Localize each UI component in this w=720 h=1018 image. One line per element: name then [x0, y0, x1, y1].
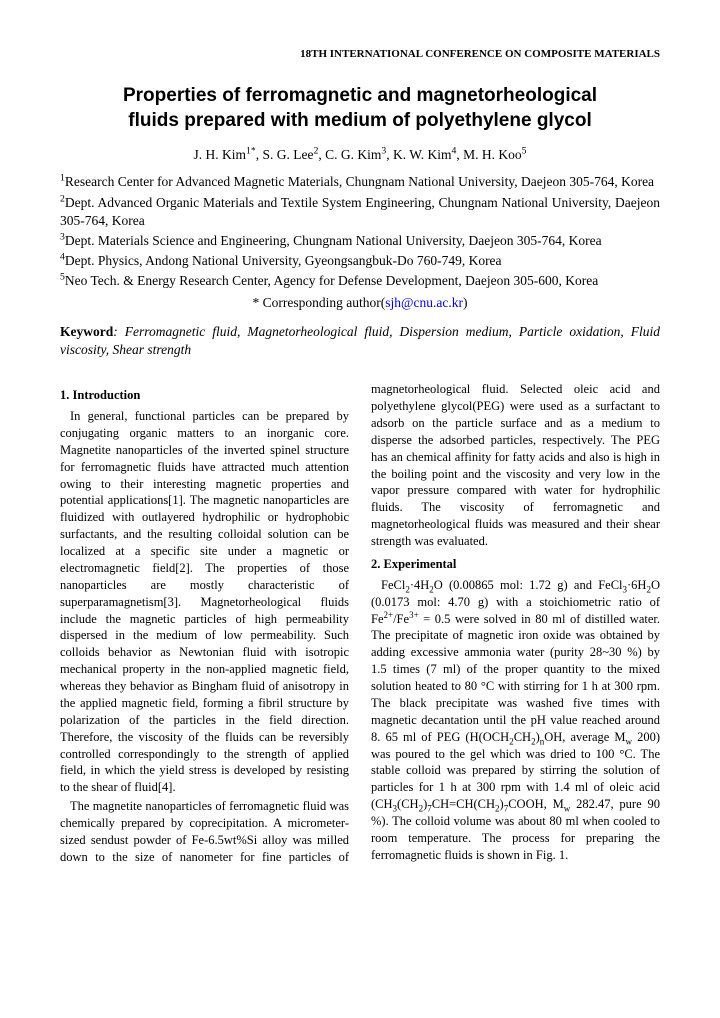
section-2-heading: 2. Experimental	[371, 556, 660, 573]
affiliation-5: 5Neo Tech. & Energy Research Center, Age…	[60, 272, 660, 290]
section-1-para-1: In general, functional particles can be …	[60, 408, 349, 796]
affiliations-block: 1Research Center for Advanced Magnetic M…	[60, 173, 660, 290]
section-1-heading: 1. Introduction	[60, 387, 349, 404]
corresponding-author: * Corresponding author(sjh@cnu.ac.kr)	[60, 295, 660, 311]
affiliation-2: 2Dept. Advanced Organic Materials and Te…	[60, 194, 660, 230]
page: 18TH INTERNATIONAL CONFERENCE ON COMPOSI…	[0, 0, 720, 906]
keyword-text: : Ferromagnetic fluid, Magnetorheologica…	[60, 324, 660, 357]
title-line-1: Properties of ferromagnetic and magnetor…	[123, 85, 597, 106]
paper-title: Properties of ferromagnetic and magnetor…	[70, 84, 650, 133]
affiliation-3: 3Dept. Materials Science and Engineering…	[60, 232, 660, 250]
conference-header: 18TH INTERNATIONAL CONFERENCE ON COMPOSI…	[60, 48, 660, 60]
keywords-block: Keyword: Ferromagnetic fluid, Magnetorhe…	[60, 323, 660, 359]
keyword-label: Keyword	[60, 324, 113, 339]
conference-header-text: 18TH INTERNATIONAL CONFERENCE ON COMPOSI…	[300, 48, 660, 60]
corresponding-email-link[interactable]: sjh@cnu.ac.kr	[385, 295, 463, 310]
title-line-2: fluids prepared with medium of polyethyl…	[128, 110, 591, 131]
affiliation-1: 1Research Center for Advanced Magnetic M…	[60, 173, 660, 191]
corresponding-suffix: )	[463, 295, 468, 310]
body-columns: 1. Introduction In general, functional p…	[60, 381, 660, 866]
section-2-para-1: FeCl2·4H2O (0.00865 mol: 1.72 g) and FeC…	[371, 577, 660, 864]
authors-line: J. H. Kim1*, S. G. Lee2, C. G. Kim3, K. …	[60, 147, 660, 163]
affiliation-4: 4Dept. Physics, Andong National Universi…	[60, 252, 660, 270]
corresponding-prefix: * Corresponding author(	[253, 295, 386, 310]
